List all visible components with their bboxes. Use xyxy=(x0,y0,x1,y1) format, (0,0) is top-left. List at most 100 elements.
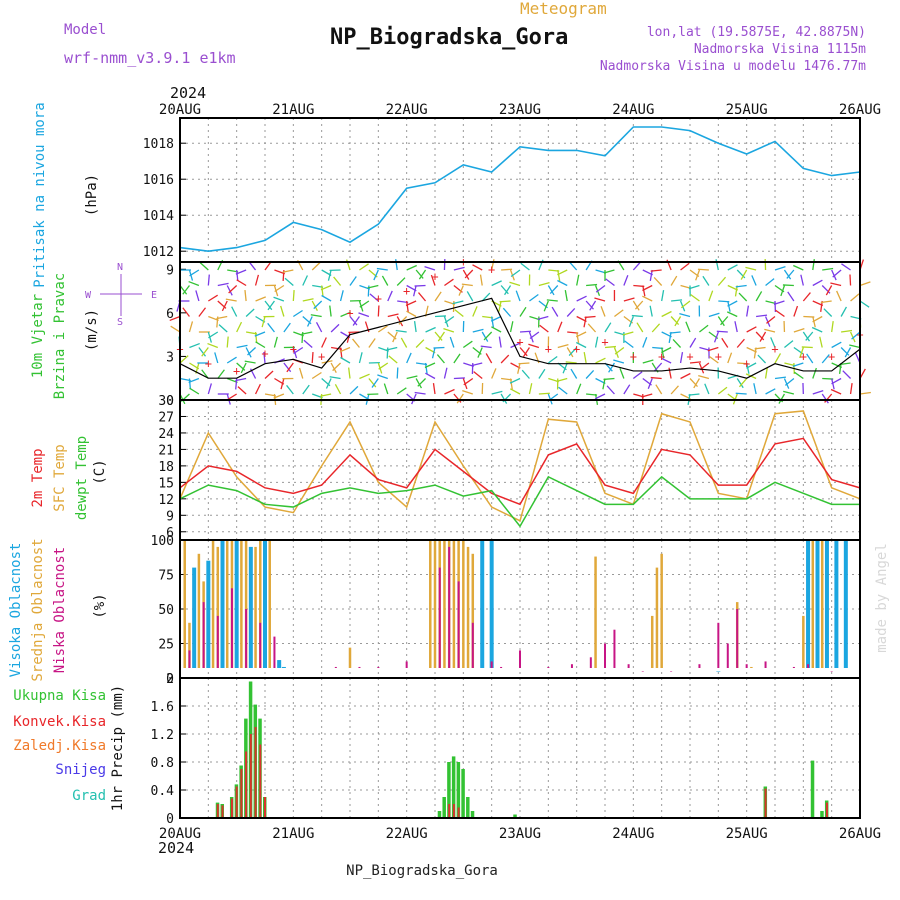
wind-barb xyxy=(302,298,314,302)
wind-barb xyxy=(557,269,561,281)
wind-barb xyxy=(600,305,606,317)
wind-gust-mark: + xyxy=(233,364,240,378)
cloud-bar xyxy=(268,540,271,668)
wind-barb xyxy=(606,385,615,395)
cloud-panel: 0 25 50 75 100 xyxy=(151,534,861,687)
lonlat: lon,lat (19.5875E, 42.8875N) xyxy=(647,25,866,40)
cloud-bar xyxy=(234,540,239,668)
wind-barb xyxy=(349,316,358,326)
wind-barb xyxy=(819,336,823,348)
wind-barb xyxy=(244,360,256,364)
wind-barb xyxy=(431,347,436,359)
precip-conv-bar xyxy=(254,727,257,818)
wind-gust-mark: + xyxy=(290,342,297,356)
wind-barb xyxy=(208,331,219,339)
credit: made by Angel xyxy=(874,543,890,653)
wind-barb xyxy=(456,393,464,404)
wind-barb xyxy=(734,321,738,333)
wind-barb xyxy=(424,265,436,271)
wind-barb xyxy=(823,308,833,317)
wind-barb xyxy=(491,390,503,395)
wind-barb xyxy=(321,285,324,297)
y-tick-label: 27 xyxy=(158,410,174,425)
cloud-bar xyxy=(216,615,219,668)
wind-barb xyxy=(377,305,380,317)
wind-barb xyxy=(849,344,861,349)
cloud-bar xyxy=(281,666,286,668)
wind-barb xyxy=(462,340,473,349)
wind-barb xyxy=(746,362,757,369)
wind-barb xyxy=(490,315,502,322)
wind-barb xyxy=(280,378,285,390)
cloud-bar xyxy=(263,540,267,668)
wind-barb xyxy=(498,300,502,312)
wind-barb xyxy=(528,383,533,395)
wind-barb xyxy=(273,296,285,302)
wind-barb xyxy=(770,337,776,348)
x-tick-label: 24AUG xyxy=(612,102,654,118)
wind-barb xyxy=(480,345,492,349)
top-x-ticks: 20AUG 21AUG 22AUG 23AUG 24AUG 25AUG 26AUG xyxy=(159,102,881,118)
wind-barb xyxy=(386,346,398,351)
wind-barb xyxy=(538,392,550,395)
wind-barb xyxy=(369,293,379,302)
y-tick-label: 9 xyxy=(166,509,174,524)
wind-barb xyxy=(236,321,243,333)
precip-legend-item: Snijeg xyxy=(55,762,106,778)
wind-barb xyxy=(727,300,731,312)
wind-barb xyxy=(417,292,427,302)
wind-barb xyxy=(453,377,465,380)
cloud-bar xyxy=(726,643,729,668)
wind-barb xyxy=(641,393,653,398)
wind-barb xyxy=(558,386,568,395)
wind-barb xyxy=(522,347,530,358)
wind-barb xyxy=(839,362,851,366)
wind-barb xyxy=(217,282,229,287)
cloud-bar xyxy=(670,671,673,672)
wind-barb xyxy=(717,276,727,286)
cloud-bar xyxy=(489,540,494,668)
wind-barb xyxy=(786,269,795,279)
y-tick-label: 30 xyxy=(158,394,174,409)
wind-barb xyxy=(793,327,805,333)
wind-barb xyxy=(755,291,763,302)
wind-barb xyxy=(349,385,359,395)
cloud-bar xyxy=(452,540,456,668)
wind-barb xyxy=(649,305,653,317)
cloud-bar xyxy=(811,540,815,668)
x-tick-label: 24AUG xyxy=(612,826,654,842)
wind-barb xyxy=(405,300,417,307)
cloud-bar xyxy=(466,546,470,668)
wind-barb xyxy=(387,313,399,318)
wind-barb xyxy=(557,279,568,287)
wind-barb xyxy=(585,370,595,379)
wind-barb xyxy=(509,377,521,384)
wind-barb xyxy=(695,269,701,281)
wind-barb xyxy=(320,284,332,291)
cloud-bar xyxy=(438,567,441,668)
wind-barb xyxy=(325,378,332,389)
wind-barb xyxy=(576,331,580,343)
wind-barb xyxy=(754,346,766,350)
cloud-label-2: Srednja Oblacnost xyxy=(30,538,46,681)
wind-barb xyxy=(603,377,615,381)
wind-barb xyxy=(822,267,834,271)
cloud-bar xyxy=(206,560,211,668)
wind-barb xyxy=(576,383,582,395)
y-tick-label: 0 xyxy=(166,812,174,827)
wind-barb xyxy=(519,330,532,333)
precip-total-bar xyxy=(461,769,465,818)
wind-barb xyxy=(689,361,702,364)
wind-barb xyxy=(669,331,681,334)
wind-barb xyxy=(587,323,597,333)
wind-barb xyxy=(415,378,423,389)
y-tick-label: 100 xyxy=(151,534,174,549)
wind-barb xyxy=(660,357,672,364)
wind-gust-mark: + xyxy=(828,349,835,363)
temp-unit: (C) xyxy=(92,459,108,484)
cloud-bar xyxy=(570,664,573,668)
wind-barb xyxy=(623,384,631,395)
wind-barb xyxy=(377,374,388,380)
